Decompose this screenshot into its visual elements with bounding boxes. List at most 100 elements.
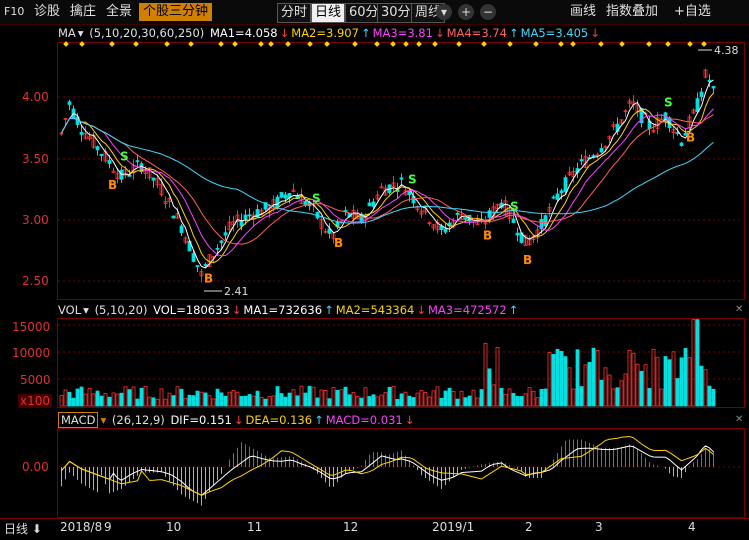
volume-bar <box>663 356 668 407</box>
volume-bar <box>275 386 280 407</box>
volume-bar <box>511 392 516 407</box>
volume-bar <box>655 356 660 407</box>
signal-diamond-icon <box>79 41 85 47</box>
candle-body <box>483 222 488 225</box>
buy-signal: B <box>334 236 343 250</box>
volume-bar <box>467 395 472 407</box>
volume-bar <box>135 398 140 407</box>
zoom-in-icon[interactable]: + <box>458 4 474 20</box>
volume-bar <box>563 356 568 407</box>
tab-three-minute[interactable]: 个股三分钟 <box>139 3 213 21</box>
ma-line-4 <box>61 114 714 245</box>
candle-body <box>199 271 204 277</box>
volume-bar <box>379 394 384 407</box>
candle-body <box>543 215 548 227</box>
high-price-label: 4.38 <box>714 44 739 57</box>
volume-bar <box>259 397 264 407</box>
macd-panel <box>57 428 745 518</box>
panorama-button[interactable]: 全景 <box>106 4 133 19</box>
volume-bar <box>187 394 192 407</box>
period-dropdown-icon[interactable]: ▾ <box>436 4 452 20</box>
volume-bar <box>711 388 716 407</box>
zhuangzhuang-button[interactable]: 擒庄 <box>70 4 97 19</box>
candle-body <box>539 218 544 230</box>
month-label: 3 <box>595 520 603 534</box>
draw-line-button[interactable]: 画线 <box>570 4 597 19</box>
index-overlay-button[interactable]: 指数叠加 <box>606 4 659 19</box>
volume-bar <box>199 391 204 407</box>
volume-bar <box>167 392 172 407</box>
buy-signal: B <box>483 228 492 242</box>
candle-body <box>123 168 128 176</box>
period-intraday[interactable]: 分时 <box>277 3 312 23</box>
vol-indicator-name[interactable]: VOL <box>58 303 82 317</box>
candle-body <box>375 194 380 200</box>
candle-body <box>707 79 712 83</box>
volume-bar <box>491 384 496 407</box>
volume-bar <box>395 399 400 407</box>
volume-bar <box>535 397 540 407</box>
volume-bar <box>107 396 112 407</box>
volume-bar <box>319 389 324 407</box>
ma-item-4: MA4=3.74 <box>446 26 507 40</box>
macd-item-1: DIF=0.151 <box>170 413 232 427</box>
buy-signal: B <box>686 131 695 145</box>
f10-button[interactable]: F10 <box>4 5 25 18</box>
month-label: 4 <box>688 520 696 534</box>
volume-bar <box>667 359 672 407</box>
vol-tick-10000: 10000 <box>12 346 51 360</box>
period-label[interactable]: 日线 ⬇ <box>4 522 42 536</box>
volume-bar <box>307 385 312 407</box>
top-toolbar: F10 诊股 擒庄 全景 个股三分钟 分时 日线 60分 30分 周线 ▾ + … <box>0 0 749 25</box>
period-30min[interactable]: 30分 <box>377 3 415 23</box>
candle-body <box>459 213 464 220</box>
signal-diamond-icon <box>324 41 330 47</box>
candle-body <box>679 142 684 146</box>
candle-body <box>683 132 688 136</box>
vol-item-4: MA3=472572 <box>428 303 507 317</box>
volume-bar <box>495 346 500 407</box>
volume-bar <box>587 361 592 407</box>
volume-bar <box>255 390 260 407</box>
add-favorite-button[interactable]: +自选 <box>674 4 711 19</box>
candle-body <box>547 206 552 212</box>
volume-bar <box>503 393 508 407</box>
signal-diamond-icon <box>665 41 671 47</box>
ma-indicator-name[interactable]: MA <box>58 26 76 40</box>
period-daily[interactable]: 日线 <box>311 3 346 23</box>
volume-bar <box>303 392 308 407</box>
candle-body <box>223 232 228 236</box>
signal-diamond-icon <box>533 41 539 47</box>
candle-body <box>219 240 224 243</box>
volume-bar <box>547 352 552 407</box>
candle-body <box>151 177 156 181</box>
vol-close-icon[interactable]: ✕ <box>735 304 744 315</box>
candle-body <box>495 203 500 209</box>
period-60min[interactable]: 60分 <box>345 3 383 23</box>
candle-body <box>283 194 288 199</box>
candle-body <box>391 182 396 187</box>
volume-bar <box>231 389 236 407</box>
candle-body <box>555 193 560 200</box>
volume-bar <box>375 396 380 407</box>
candle-body <box>443 228 448 233</box>
volume-bar <box>571 388 576 407</box>
volume-bar <box>435 386 440 407</box>
volume-bar <box>103 393 108 407</box>
zoom-out-icon[interactable]: − <box>480 4 496 20</box>
price-tick-400: 4.00 <box>22 90 49 104</box>
candle-body <box>183 237 188 243</box>
candle-body <box>503 200 508 216</box>
diagnose-button[interactable]: 诊股 <box>34 4 61 19</box>
volume-bar <box>455 398 460 407</box>
candle-body <box>611 124 616 127</box>
candle-body <box>163 201 168 204</box>
volume-bar <box>411 397 416 407</box>
macd-indicator-name[interactable]: MACD <box>58 412 99 428</box>
signal-diamond-icon <box>558 41 564 47</box>
candle-body <box>515 232 520 236</box>
candle-body <box>291 189 296 192</box>
volume-bar <box>207 395 212 407</box>
macd-close-icon[interactable]: ✕ <box>735 414 744 425</box>
